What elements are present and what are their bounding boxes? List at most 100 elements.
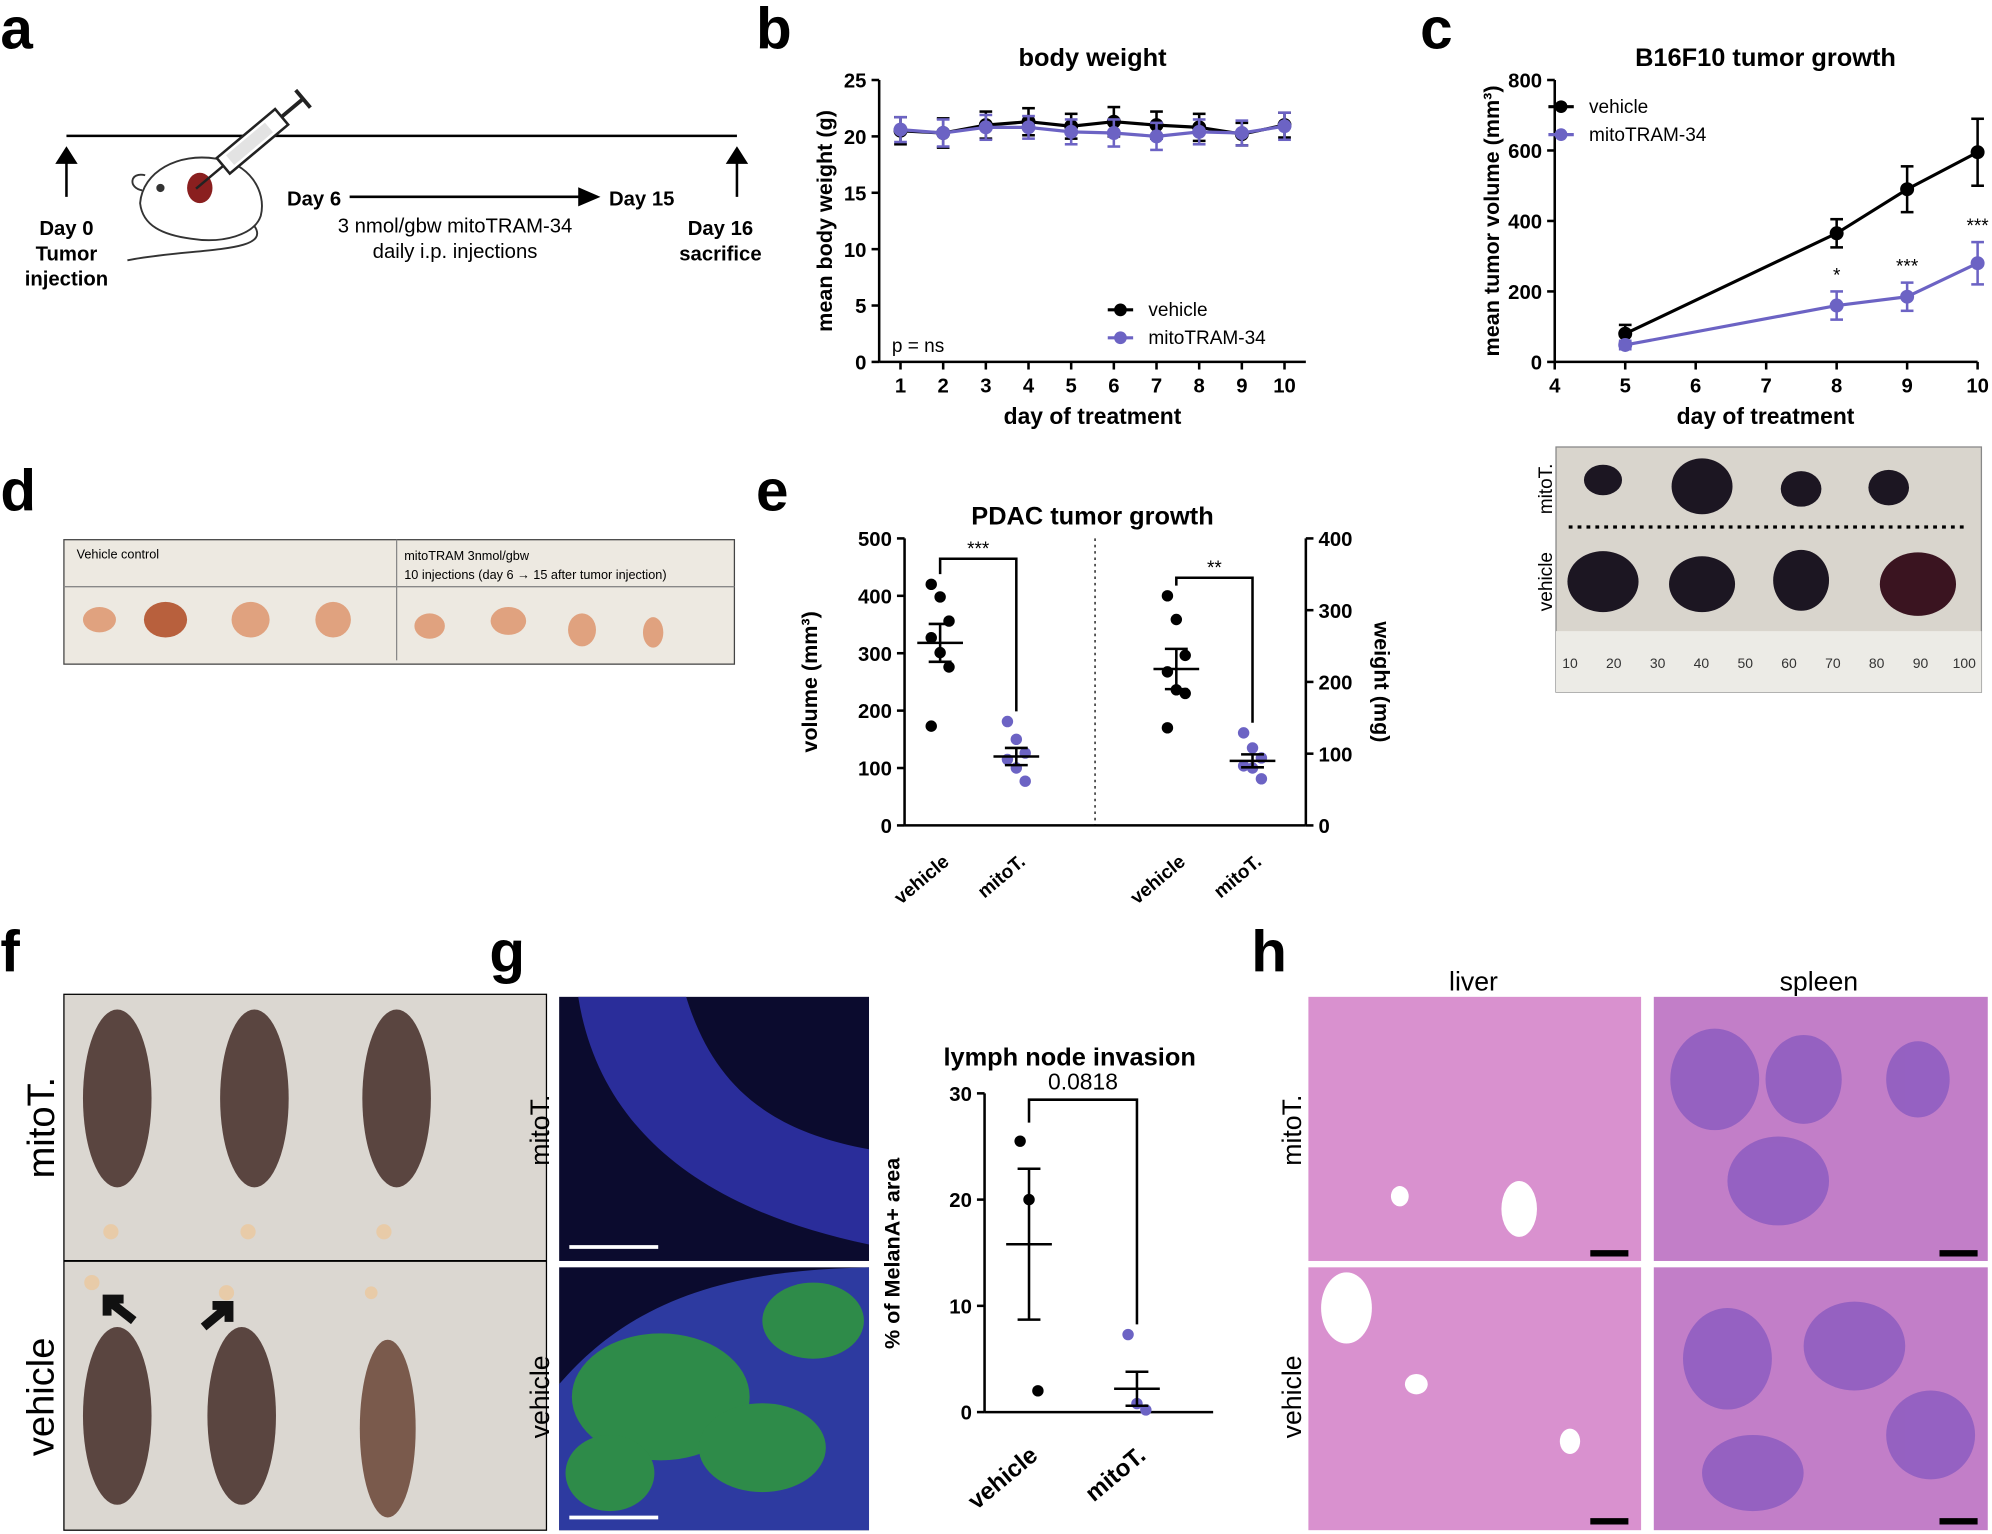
data-point	[1255, 773, 1268, 785]
chart-title: B16F10 tumor growth	[1635, 44, 1896, 72]
data-point	[1161, 590, 1174, 602]
y-tick-label: 0	[961, 1403, 972, 1425]
column-label: liver	[1449, 966, 1498, 996]
ruler-label: 30	[1650, 655, 1666, 671]
chart-title: PDAC tumor growth	[971, 502, 1213, 530]
bracket	[938, 557, 1018, 712]
y-tick-label: 400	[1508, 212, 1542, 234]
ruler-label: 50	[1737, 655, 1753, 671]
y-tick-label: 400	[858, 586, 892, 608]
y-tick-label: 600	[1508, 141, 1542, 163]
y-tick-label: 5	[855, 296, 866, 318]
chart-title: lymph node invasion	[943, 1043, 1195, 1071]
significance: ***	[1896, 256, 1919, 277]
data-point	[1064, 124, 1079, 139]
mice	[82, 1009, 431, 1518]
x-tick-label: vehicle	[891, 851, 954, 909]
schematic-label: Day 0	[39, 218, 93, 240]
row-label: mitoT.	[1536, 464, 1557, 515]
y-tick-label: 200	[1319, 673, 1353, 695]
x-tick-label: 5	[1066, 375, 1077, 397]
row-label: vehicle	[1536, 552, 1557, 611]
x-tick-label: 4	[1023, 375, 1035, 397]
x-tick-label: mitoT.	[974, 851, 1030, 902]
x-tick-label: 9	[1236, 375, 1247, 397]
significance: ***	[967, 539, 990, 560]
x-tick-label: 9	[1901, 375, 1912, 397]
data-point	[936, 126, 951, 140]
ruler-label: 40	[1694, 655, 1710, 671]
data-point	[1140, 1404, 1152, 1416]
y-tick-label: 200	[1508, 282, 1542, 304]
data-point	[1234, 126, 1249, 140]
vessels	[1321, 1180, 1581, 1454]
legend-marker	[1114, 303, 1127, 317]
arrow	[349, 187, 601, 207]
significance: ***	[1966, 216, 1989, 237]
x-tick-label: 10	[1966, 375, 1989, 397]
data-point	[943, 661, 955, 673]
data-point	[1170, 613, 1183, 626]
series-line	[1624, 261, 1979, 347]
arrow	[55, 146, 78, 197]
y-tick-label: 20	[844, 127, 867, 149]
syringe	[195, 88, 312, 190]
chart-title: body weight	[1019, 44, 1168, 72]
data-point	[934, 591, 946, 603]
data-point	[1192, 124, 1207, 139]
x-tick-label: mitoT.	[1080, 1442, 1151, 1507]
schematic-label: daily i.p. injections	[373, 241, 538, 263]
data-point	[1021, 120, 1036, 135]
y-tick-label: 400	[1319, 529, 1353, 551]
ruler-label: 70	[1825, 655, 1841, 671]
scale-bars	[1590, 1250, 1978, 1525]
data-point	[1829, 226, 1844, 241]
mouse	[127, 156, 263, 262]
x-tick-label: vehicle	[1127, 851, 1190, 909]
arrow	[725, 146, 749, 197]
x-tick-label: 3	[980, 375, 991, 397]
tumors	[1567, 458, 1957, 616]
data-point	[1161, 722, 1174, 734]
ruler-label: 100	[1953, 655, 1977, 671]
follicles	[1670, 1028, 1976, 1512]
bracket	[1175, 576, 1254, 723]
data-point	[893, 122, 908, 137]
tissue	[578, 996, 870, 1245]
legend-label: vehicle	[1589, 97, 1648, 118]
photo-caption: mitoTRAM 3nmol/gbw	[404, 549, 530, 563]
staining	[565, 1282, 864, 1512]
legend-marker	[1554, 100, 1568, 114]
y-tick-label: 200	[858, 701, 892, 723]
significance: **	[1207, 558, 1222, 579]
annotation: p = ns	[892, 336, 944, 357]
bracket	[1027, 1098, 1139, 1325]
data-point	[1106, 126, 1121, 140]
legend-label: mitoTRAM-34	[1148, 328, 1266, 349]
panel-label: d	[0, 458, 36, 523]
row-label: mitoT.	[21, 1077, 63, 1179]
ruler-label: 90	[1913, 655, 1929, 671]
significance: *	[1833, 265, 1841, 286]
schematic-label: injection	[25, 269, 108, 291]
x-tick-label: 10	[1273, 375, 1296, 397]
data-point	[1032, 1385, 1044, 1397]
y-tick-label: 20	[949, 1190, 972, 1212]
y-tick-label: 800	[1508, 71, 1542, 93]
x-axis-label: day of treatment	[1677, 403, 1855, 429]
panel-label: e	[756, 458, 788, 523]
x-tick-label: 6	[1108, 375, 1119, 397]
y-tick-label: 0	[1319, 816, 1330, 838]
y-tick-label: 300	[858, 644, 892, 666]
series-line	[900, 124, 1285, 138]
data-point	[1019, 775, 1031, 787]
data-point	[925, 578, 937, 591]
histology	[1308, 996, 1642, 1261]
row-label: mitoT.	[1277, 1095, 1307, 1166]
series-line	[1624, 150, 1979, 336]
schematic-label: Tumor	[36, 243, 98, 265]
schematic-label: 3 nmol/gbw mitoTRAM-34	[338, 215, 573, 237]
y-tick-label: 0	[881, 816, 892, 838]
panel-label: f	[0, 919, 20, 984]
